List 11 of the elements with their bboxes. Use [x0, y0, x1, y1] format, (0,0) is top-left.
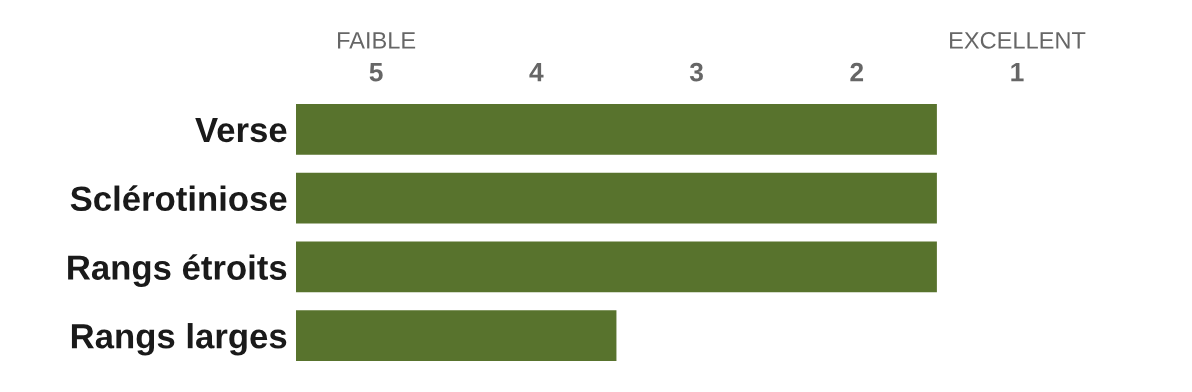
text: FAIBLE	[338, 32, 416, 49]
x-tick-label: 4	[529, 63, 544, 82]
y-tick-label: Rangs larges	[71, 323, 287, 356]
y-tick-label: Rangs étroits	[68, 254, 287, 287]
text: EXCELLENT	[950, 31, 1086, 49]
x-tick-label: 1	[1011, 63, 1024, 82]
x-tick-label: 2	[850, 62, 864, 82]
x-tick-label: 5	[369, 63, 383, 82]
y-tick-label: Verse	[195, 118, 287, 143]
y-tick-label: Sclérotiniose	[70, 185, 287, 212]
x-tick-label: 3	[689, 62, 703, 82]
